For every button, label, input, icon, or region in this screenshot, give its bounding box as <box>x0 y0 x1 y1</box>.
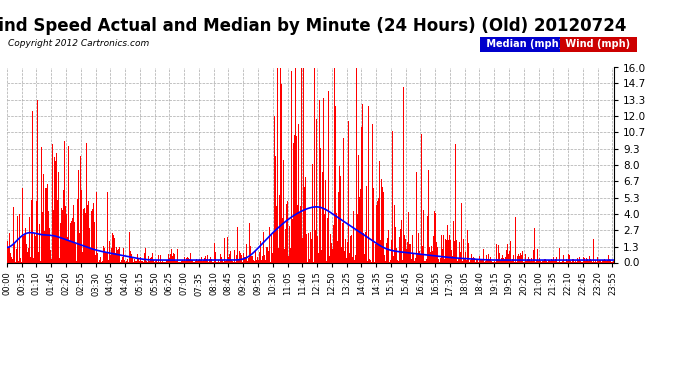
Text: Median (mph): Median (mph) <box>483 39 566 50</box>
Text: Wind (mph): Wind (mph) <box>562 39 634 50</box>
Text: Copyright 2012 Cartronics.com: Copyright 2012 Cartronics.com <box>8 39 150 48</box>
Text: Wind Speed Actual and Median by Minute (24 Hours) (Old) 20120724: Wind Speed Actual and Median by Minute (… <box>0 17 627 35</box>
